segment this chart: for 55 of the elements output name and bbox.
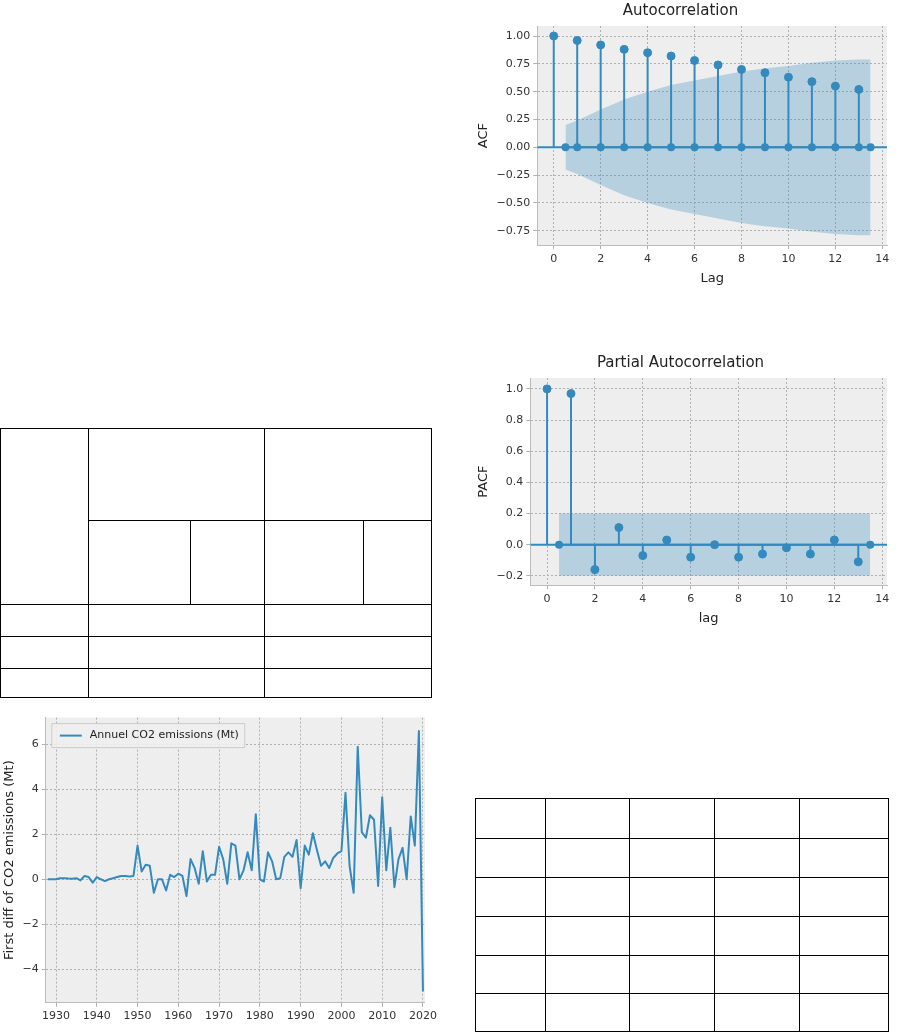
y-tick-label: 0.00 [505, 140, 531, 154]
y-tick-label: 0.2 [505, 506, 524, 520]
y-tick-label: 4 [31, 782, 39, 796]
x-tick-label: 2000 [327, 1009, 356, 1023]
y-tick-label: 0.8 [505, 412, 524, 426]
x-tick-label: 2 [597, 251, 605, 265]
y-tick-label: 6 [31, 737, 39, 751]
x-tick-label: 1950 [123, 1009, 152, 1023]
x-tick-label: 4 [639, 591, 647, 605]
x-axis-title: lag [698, 609, 719, 625]
x-axis-title: Lag [700, 269, 724, 285]
chart-title: Autocorrelation [622, 0, 739, 19]
y-tick-label: −0.75 [496, 223, 531, 237]
x-tick-label: 1970 [205, 1009, 234, 1023]
y-axis-title: ACF [475, 122, 491, 149]
x-tick-label: 1930 [42, 1009, 71, 1023]
x-tick-label: 14 [875, 591, 890, 605]
y-axis-title: PACF [475, 465, 491, 498]
x-tick-label: 12 [828, 251, 843, 265]
x-tick-label: 2 [591, 591, 599, 605]
y-tick-label: −2 [22, 917, 39, 931]
y-axis-title: First diff of CO2 emissions (Mt) [1, 760, 17, 961]
y-tick-label: −0.25 [496, 167, 531, 181]
x-tick-label: 6 [691, 251, 699, 265]
x-tick-label: 0 [550, 251, 558, 265]
y-tick-label: 0.4 [505, 475, 524, 489]
x-tick-label: 1990 [286, 1009, 315, 1023]
x-tick-label: 1940 [82, 1009, 111, 1023]
x-tick-label: 10 [781, 251, 796, 265]
y-tick-label: −0.50 [496, 195, 531, 209]
y-tick-label: 0.6 [505, 444, 524, 458]
y-tick-label: −4 [22, 961, 39, 975]
y-tick-label: 0.50 [505, 84, 531, 98]
x-tick-label: 2020 [408, 1009, 437, 1023]
x-tick-label: 4 [644, 251, 652, 265]
y-tick-label: 0 [31, 872, 39, 886]
y-tick-label: −0.2 [496, 568, 524, 582]
x-tick-label: 1960 [164, 1009, 193, 1023]
chart-title: Partial Autocorrelation [596, 352, 765, 371]
x-tick-label: 2010 [368, 1009, 397, 1023]
legend-label: Annuel CO2 emissions (Mt) [89, 728, 239, 742]
y-tick-label: 1.00 [505, 28, 531, 42]
y-tick-label: 0.75 [505, 56, 531, 70]
x-tick-label: 0 [543, 591, 551, 605]
y-tick-label: 2 [31, 827, 39, 841]
x-tick-label: 8 [735, 591, 743, 605]
x-tick-label: 8 [737, 251, 745, 265]
x-tick-label: 14 [875, 251, 890, 265]
x-tick-label: 12 [827, 591, 842, 605]
y-tick-label: 1.0 [505, 381, 524, 395]
x-tick-label: 6 [687, 591, 695, 605]
y-tick-label: 0.25 [505, 112, 531, 126]
x-tick-label: 10 [779, 591, 794, 605]
x-tick-label: 1980 [245, 1009, 274, 1023]
y-tick-label: 0.0 [505, 537, 524, 551]
